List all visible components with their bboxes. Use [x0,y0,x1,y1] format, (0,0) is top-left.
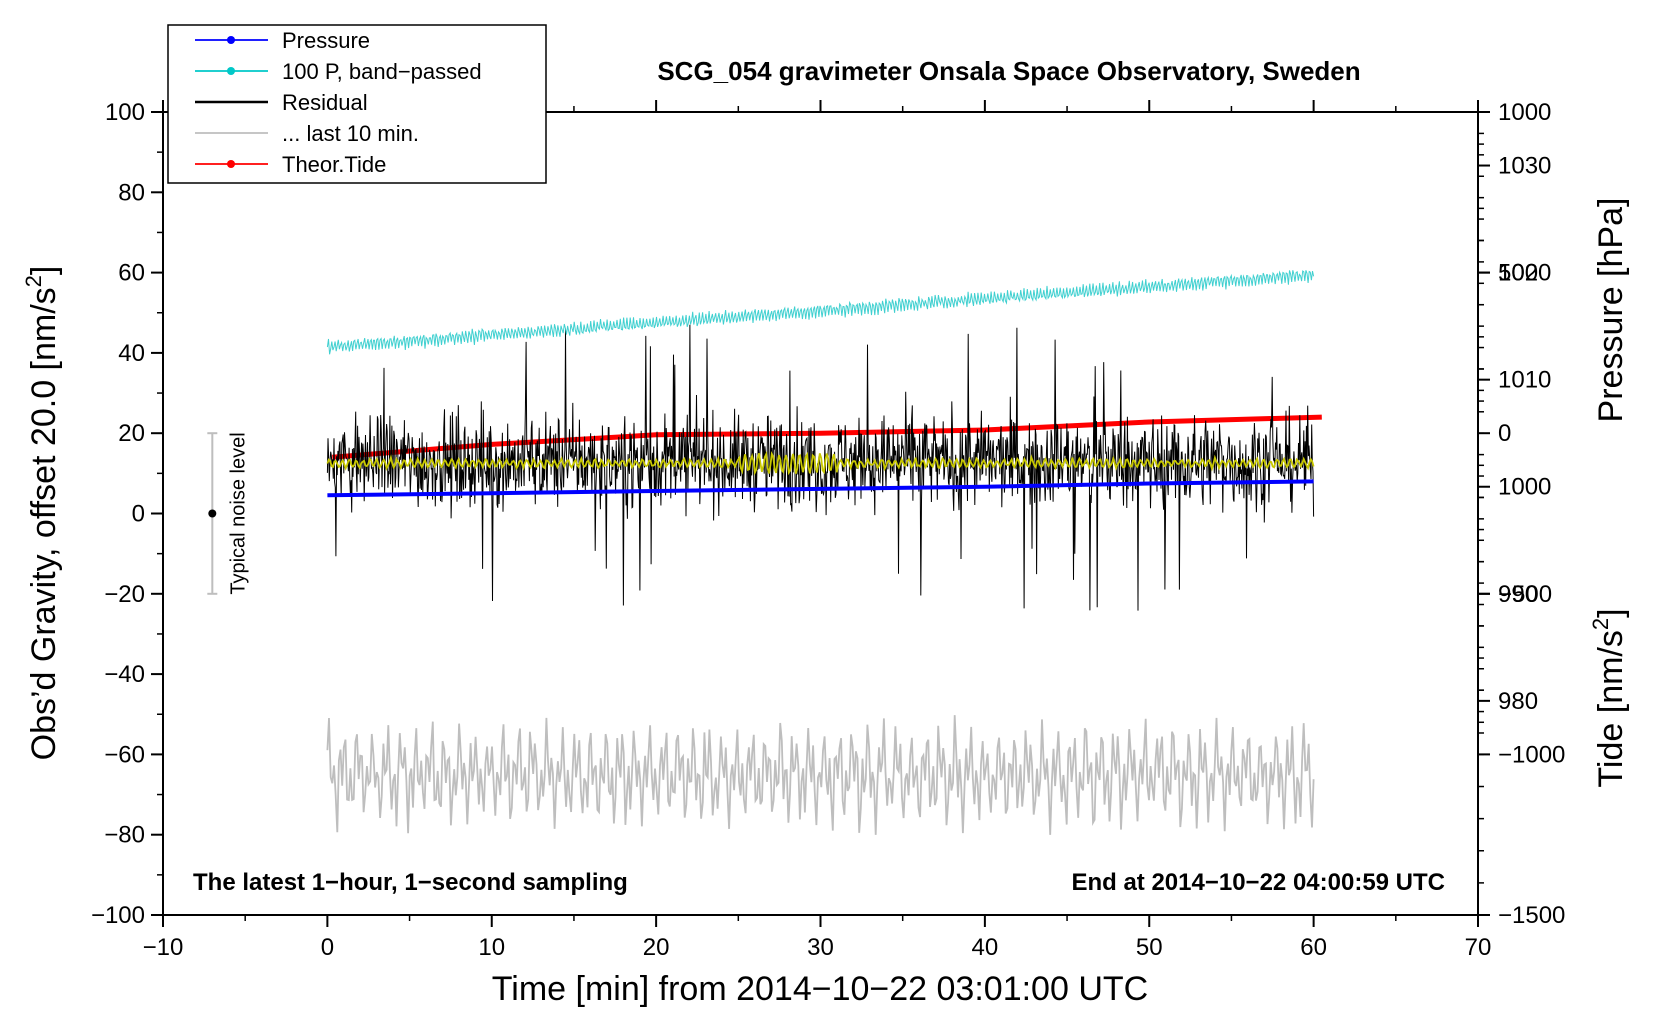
y-axis-title-left: Obs’d Gravity, offset 20.0 [nm/s2] [21,266,63,761]
y-tick-label: −60 [104,741,145,768]
tide-axis-title-main: Tide [nm/s [1592,630,1630,787]
x-tick-label: 0 [321,934,334,961]
y-axis-title-left-end: ] [25,266,63,275]
tide-axis-title: Tide [nm/s2] [1588,608,1630,787]
series-band-passed-pressure [326,270,1315,355]
y-tick-label: 60 [118,260,145,287]
y-tick-label: 80 [118,179,145,206]
pressure-axis-ticks: 1030 1020 1010 1000 990 980 [1478,111,1551,756]
pressure-tick-label: 1000 [1498,474,1551,501]
y-tick-label: 0 [132,501,145,528]
legend-label: Pressure [282,28,370,53]
pressure-axis-title: Pressure [hPa] [1592,198,1630,423]
note-end-time: End at 2014−10−22 04:00:59 UTC [1071,869,1445,896]
series-residual-smoothed [326,450,1315,476]
legend-label: Theor.Tide [282,152,386,177]
y-axis-title-left-sup: 2 [21,275,46,287]
legend-marker [227,36,235,44]
series-residual [326,324,1315,611]
legend-label: Residual [282,90,368,115]
legend-marker [227,67,235,75]
tide-tick-label: 500 [1498,260,1538,287]
tide-tick-label: 1000 [1498,99,1551,126]
pressure-tick-label: 1030 [1498,153,1551,180]
series-last-10-min [326,715,1315,835]
y-tick-label: −40 [104,661,145,688]
x-axis-title: Time [min] from 2014−10−22 03:01:00 UTC [492,970,1148,1008]
tide-axis-ticks: 1000 500 0 −500 −1000 −1500 [1478,99,1565,929]
x-tick-label: 50 [1136,934,1163,961]
noise-level-bar: Typical noise level [207,432,249,595]
legend-marker [227,160,235,168]
pressure-tick-label: 980 [1498,688,1538,715]
chart-title: SCG_054 gravimeter Onsala Space Observat… [657,56,1360,86]
legend-box [167,24,547,184]
y-tick-label: 20 [118,420,145,447]
tide-tick-label: −1000 [1498,741,1565,768]
tide-axis-title-end: ] [1592,608,1630,617]
noise-bar-center-dot [208,509,217,518]
tide-tick-label: −1500 [1498,902,1565,929]
x-tick-label: 10 [478,934,505,961]
y-tick-label: −80 [104,822,145,849]
y-axis-ticks: 100 80 60 40 20 0 −20 −40 −60 −80 −100 [91,99,163,929]
series-theor-tide [332,414,1322,460]
note-latest-hour: The latest 1−hour, 1−second sampling [193,869,628,896]
pressure-tick-label: 990 [1498,581,1538,608]
tide-tick-label: 0 [1498,420,1511,447]
legend-label: ... last 10 min. [282,121,419,146]
y-tick-label: 40 [118,340,145,367]
x-tick-label: 30 [807,934,834,961]
tide-tick-label: −500 [1498,581,1552,608]
plot-frame [162,111,1479,916]
y-axis-title-left-main: Obs’d Gravity, offset 20.0 [nm/s [25,287,63,760]
y-tick-label: −100 [91,902,145,929]
legend-items: Pressure 100 P, band−passed Residual ... la… [195,28,482,177]
x-tick-label: −10 [143,934,184,961]
tide-axis-title-sup: 2 [1588,618,1613,630]
pressure-tick-label: 1020 [1498,260,1551,287]
noise-level-label: Typical noise level [227,432,249,594]
legend: Pressure 100 P, band−passed Residual ... la… [167,24,547,184]
y-tick-label: 100 [105,99,145,126]
pressure-tick-label: 1010 [1498,367,1551,394]
series-pressure [327,479,1314,498]
legend-label: 100 P, band−passed [282,59,482,84]
x-tick-label: 70 [1465,934,1492,961]
x-tick-label: 20 [643,934,670,961]
x-tick-label: 60 [1300,934,1327,961]
series-layer [326,270,1322,835]
x-tick-label: 40 [972,934,999,961]
y-tick-label: −20 [104,581,145,608]
x-axis-ticks: −10 0 10 20 30 40 50 60 70 [143,100,1492,961]
